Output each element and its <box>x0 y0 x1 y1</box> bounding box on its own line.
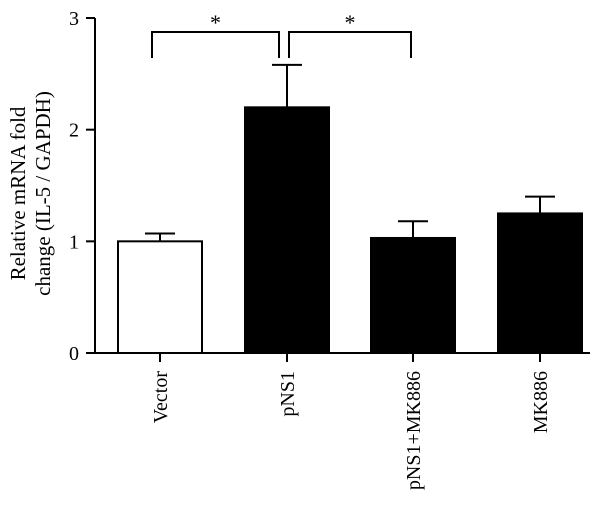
bar-pns1 <box>244 106 330 355</box>
y-axis-label: Relative mRNA fold change (IL-5 / GAPDH) <box>6 91 55 296</box>
y-ticks: 0 1 2 3 <box>69 8 95 365</box>
x-tick-label: pNS1 <box>277 371 299 417</box>
bar-vector <box>117 240 203 354</box>
y-tick-label: 0 <box>69 343 79 365</box>
x-tick-label: Vector <box>150 371 172 424</box>
y-tick-label: 2 <box>69 120 79 142</box>
significance-bracket <box>151 31 280 58</box>
x-tick-label: MK886 <box>530 371 552 433</box>
x-tick-labels: Vector pNS1 pNS1+MK886 MK886 <box>150 353 552 490</box>
significance-label: * <box>345 10 356 35</box>
y-tick-label: 3 <box>69 8 79 30</box>
bar-mk886 <box>497 212 583 354</box>
significance-label: * <box>210 10 221 35</box>
error-bars <box>145 63 555 242</box>
significance-brackets: * * <box>151 10 412 58</box>
x-tick-label: pNS1+MK886 <box>403 371 425 490</box>
y-axis-label-line: Relative mRNA fold <box>6 106 30 280</box>
bars <box>117 106 583 355</box>
y-axis-label-line: change (IL-5 / GAPDH) <box>31 91 55 296</box>
significance-bracket <box>288 31 412 58</box>
bar-pns1-mk886 <box>370 236 456 355</box>
y-tick-label: 1 <box>69 231 79 253</box>
